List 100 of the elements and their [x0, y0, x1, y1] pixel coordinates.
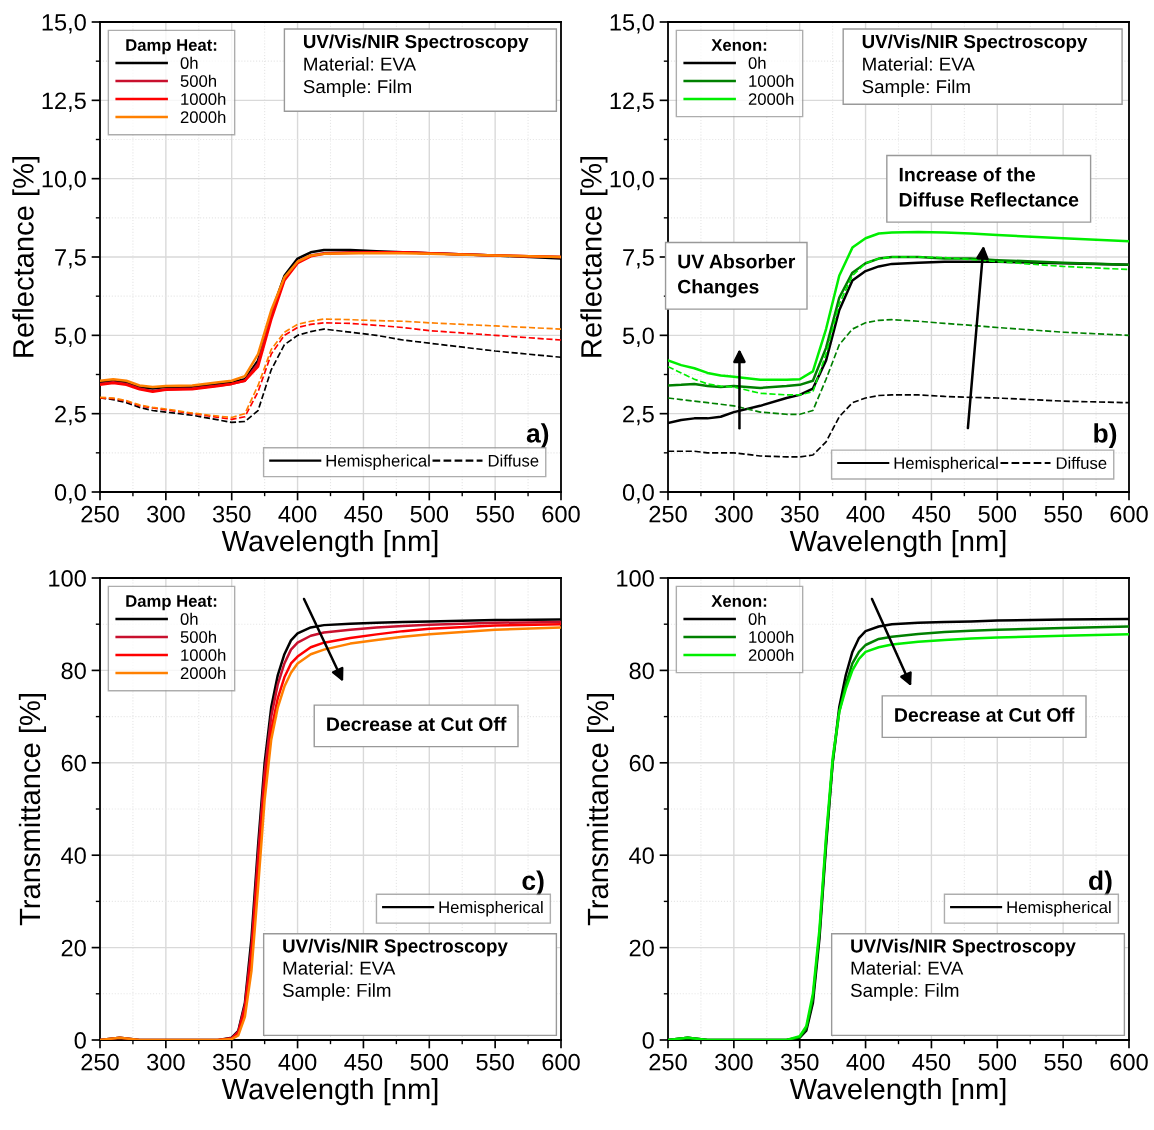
- annotation: UV Absorber Changes: [678, 254, 796, 298]
- annotation: UV/Vis/NIR Spectroscopy: [851, 938, 1076, 957]
- annotation: Hemispherical: [439, 900, 543, 917]
- annotation: Hemispherical: [326, 454, 430, 470]
- y-tick-label: 0,0: [622, 484, 654, 504]
- y-tick-label: 0,0: [54, 484, 86, 504]
- legend-label: 0h: [180, 612, 198, 625]
- y-tick-label: 0: [74, 1032, 86, 1049]
- y-tick-label: 0: [642, 1032, 654, 1049]
- x-axis-title: Wavelength [nm]: [789, 529, 1006, 558]
- x-tick-label: 250: [649, 505, 687, 523]
- x-tick-label: 450: [344, 1053, 383, 1071]
- legend-label: 1000h: [749, 74, 794, 87]
- annotation: c): [522, 870, 544, 896]
- legend-label: 1000h: [749, 630, 794, 643]
- legend-title: Xenon:: [711, 39, 767, 51]
- y-axis-title: Reflectance [%]: [12, 156, 40, 357]
- x-tick-label: 300: [147, 505, 185, 523]
- y-tick-label: 10,0: [610, 170, 654, 191]
- annotation: Sample: Film: [862, 79, 970, 98]
- legend-label: 2000h: [180, 110, 226, 124]
- x-tick-label: 250: [81, 1053, 119, 1071]
- annotation: Decrease at Cut Off: [895, 707, 1075, 722]
- annotation: Hemispherical: [894, 456, 998, 473]
- legend-label: 2000h: [748, 92, 794, 106]
- annotation: Hemispherical: [1007, 900, 1111, 917]
- annotation: a): [526, 423, 549, 448]
- y-axis-title: Transmittance [%]: [586, 694, 615, 926]
- y-tick-label: 40: [629, 847, 654, 864]
- x-tick-label: 600: [1110, 1053, 1148, 1071]
- x-axis-title: Wavelength [nm]: [221, 1077, 438, 1106]
- legend-label: 1000h: [181, 92, 226, 106]
- y-tick-label: 15,0: [42, 14, 86, 34]
- y-tick-label: 2,5: [623, 405, 654, 426]
- x-tick-label: 350: [780, 1053, 819, 1071]
- y-tick-label: 12,5: [42, 92, 86, 112]
- y-tick-label: 20: [629, 939, 654, 957]
- annotation: Material: EVA: [283, 961, 396, 975]
- x-tick-label: 450: [912, 1053, 951, 1071]
- y-tick-label: 10,0: [42, 170, 86, 191]
- x-tick-label: 500: [978, 505, 1017, 523]
- y-tick-label: 20: [61, 939, 86, 957]
- y-tick-label: 60: [61, 754, 86, 772]
- legend-label: 2000h: [748, 648, 794, 662]
- x-tick-label: 300: [147, 1053, 185, 1071]
- x-tick-label: 500: [978, 1053, 1017, 1071]
- x-tick-label: 400: [846, 505, 885, 523]
- y-tick-label: 40: [61, 847, 86, 864]
- y-tick-label: 12,5: [610, 92, 654, 112]
- x-tick-label: 550: [476, 1053, 514, 1071]
- x-tick-label: 500: [410, 505, 449, 523]
- x-tick-label: 600: [1110, 505, 1148, 523]
- y-tick-label: 80: [61, 662, 86, 680]
- annotation: Diffuse: [1056, 456, 1107, 470]
- y-tick-label: 5,0: [622, 327, 654, 347]
- x-tick-label: 600: [542, 1053, 580, 1071]
- y-tick-label: 80: [629, 662, 654, 680]
- x-tick-label: 300: [715, 505, 753, 523]
- legend-label: 1000h: [181, 648, 226, 662]
- annotation: b): [1094, 423, 1117, 448]
- x-tick-label: 300: [715, 1053, 753, 1071]
- x-tick-label: 400: [278, 505, 317, 523]
- legend-label: 500h: [180, 74, 216, 87]
- x-tick-label: 600: [542, 505, 580, 523]
- annotation: Material: EVA: [851, 961, 964, 975]
- x-tick-label: 350: [212, 1053, 251, 1071]
- legend-title: Xenon:: [711, 595, 767, 607]
- y-tick-label: 7,5: [55, 249, 86, 269]
- y-axis-title: Reflectance [%]: [580, 156, 608, 357]
- y-tick-label: 2,5: [55, 405, 86, 426]
- x-tick-label: 450: [344, 505, 383, 523]
- annotation: Sample: Film: [282, 983, 391, 1001]
- y-tick-label: 7,5: [623, 249, 654, 269]
- x-tick-label: 500: [410, 1053, 449, 1071]
- annotation: UV/Vis/NIR Spectroscopy: [862, 34, 1088, 52]
- x-tick-label: 450: [912, 505, 951, 523]
- legend-title: Damp Heat:: [126, 595, 217, 611]
- annotation: Sample: Film: [850, 983, 959, 1001]
- y-tick-label: 60: [629, 754, 654, 772]
- legend-label: 0h: [180, 56, 198, 69]
- x-tick-label: 400: [278, 1053, 317, 1071]
- x-tick-label: 550: [476, 505, 514, 523]
- x-tick-label: 250: [649, 1053, 687, 1071]
- legend-label: 0h: [748, 56, 766, 69]
- annotation: Increase of the Diffuse Reflectance: [899, 167, 1079, 207]
- x-tick-label: 250: [81, 505, 119, 523]
- y-tick-label: 5,0: [54, 327, 86, 347]
- annotation: Decrease at Cut Off: [327, 716, 507, 732]
- x-tick-label: 400: [846, 1053, 885, 1071]
- y-tick-label: 100: [49, 570, 86, 587]
- annotation: Material: EVA: [304, 56, 417, 71]
- y-axis-title: Transmittance [%]: [18, 694, 47, 926]
- x-tick-label: 550: [1044, 505, 1082, 523]
- x-axis-title: Wavelength [nm]: [789, 1077, 1006, 1106]
- annotation: Material: EVA: [863, 56, 975, 71]
- annotation: Diffuse: [488, 454, 539, 467]
- annotation: Sample: Film: [303, 79, 411, 98]
- legend-label: 2000h: [180, 666, 226, 680]
- annotation: d): [1089, 870, 1112, 896]
- annotation: UV/Vis/NIR Spectroscopy: [283, 938, 508, 957]
